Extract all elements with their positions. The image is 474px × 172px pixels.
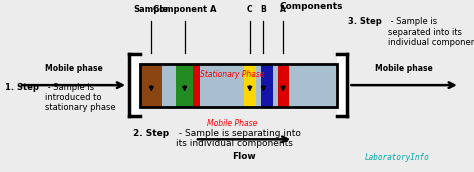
- Bar: [140, 64, 163, 107]
- Text: Flow: Flow: [232, 152, 256, 161]
- Text: 1. Step: 1. Step: [5, 83, 38, 92]
- Bar: [176, 64, 193, 107]
- Text: A: A: [280, 5, 286, 14]
- Text: 3. Step: 3. Step: [348, 17, 382, 26]
- Text: C: C: [247, 5, 253, 14]
- Text: Mobile Phase: Mobile Phase: [207, 119, 257, 128]
- Text: - Sample is
introduced to
stationary phase: - Sample is introduced to stationary pha…: [45, 83, 115, 112]
- Bar: [201, 64, 244, 107]
- Text: Stationary Phase: Stationary Phase: [200, 70, 264, 79]
- Bar: [337, 54, 347, 116]
- Text: Components: Components: [279, 2, 343, 11]
- Text: Component A: Component A: [153, 5, 217, 14]
- Text: - Sample is separating into
its individual components: - Sample is separating into its individu…: [176, 129, 301, 148]
- Bar: [140, 64, 337, 107]
- Text: Mobile phase: Mobile phase: [375, 64, 433, 73]
- Text: 2. Step: 2. Step: [133, 129, 169, 138]
- Bar: [129, 54, 140, 116]
- Bar: [261, 64, 273, 107]
- Bar: [256, 64, 261, 107]
- Text: - Sample is
separated into its
individual components: - Sample is separated into its individua…: [388, 17, 474, 47]
- Text: Mobile phase: Mobile phase: [45, 64, 102, 73]
- Bar: [289, 64, 337, 107]
- Text: Sample: Sample: [134, 5, 169, 14]
- Bar: [163, 64, 176, 107]
- Bar: [278, 64, 289, 107]
- Bar: [193, 64, 201, 107]
- Text: LaboratoryInfo: LaboratoryInfo: [365, 153, 430, 162]
- Bar: [140, 64, 337, 107]
- Text: B: B: [261, 5, 266, 14]
- Bar: [273, 64, 278, 107]
- Bar: [244, 64, 256, 107]
